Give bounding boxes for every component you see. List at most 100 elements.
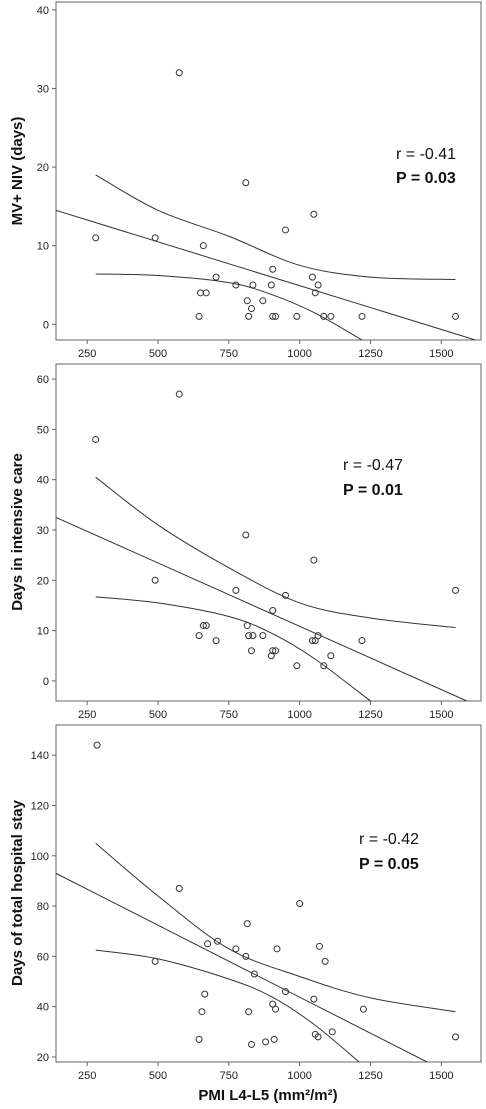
- data-point: [250, 970, 258, 978]
- y-tick-label: 40: [37, 5, 49, 17]
- data-point: [204, 940, 212, 948]
- data-point: [245, 312, 253, 320]
- x-tick-label: 250: [78, 348, 96, 360]
- data-point: [267, 281, 275, 289]
- data-point: [175, 390, 183, 398]
- data-point: [452, 586, 459, 594]
- data-point: [269, 647, 277, 655]
- data-point: [151, 576, 159, 584]
- x-tick-label: 750: [220, 348, 238, 360]
- data-point: [267, 652, 275, 660]
- x-tick-label: 500: [149, 709, 167, 721]
- data-point: [242, 952, 250, 960]
- data-point: [248, 647, 255, 655]
- panel-1: 0 10 20 30 40 250 500 750 1000 1250 1500 MV+ NIV (…: [9, 1, 482, 360]
- data-point: [249, 281, 257, 289]
- y-tick-label: 60: [37, 374, 49, 386]
- x-tick-label: 1500: [429, 709, 453, 721]
- y-axis-label: MV+ NIV (days): [9, 117, 26, 226]
- data-point: [293, 312, 301, 320]
- data-point: [314, 632, 322, 640]
- y-tick-label: 40: [37, 1002, 49, 1014]
- data-point: [358, 312, 366, 320]
- y-axis-label: Days in intensive care: [9, 453, 26, 611]
- p-value: P = 0.05: [359, 856, 419, 873]
- plot-area: [56, 741, 459, 1062]
- plot-frame: [55, 363, 482, 702]
- y-tick-label: 100: [31, 851, 49, 863]
- data-point: [248, 305, 255, 313]
- data-point: [202, 289, 210, 297]
- data-point: [316, 942, 323, 950]
- data-point: [201, 990, 209, 998]
- p-value: P = 0.03: [396, 170, 456, 187]
- y-tick-label: 10: [37, 626, 49, 638]
- data-point: [314, 281, 322, 289]
- y-tick-label: 10: [37, 241, 49, 253]
- y-tick-label: 30: [37, 83, 49, 95]
- data-point: [272, 1005, 280, 1013]
- data-point: [308, 273, 316, 281]
- x-tick-label: 1250: [358, 348, 382, 360]
- p-value: P = 0.01: [343, 482, 403, 499]
- data-point: [248, 1040, 255, 1048]
- plot-frame: [55, 724, 482, 1063]
- y-tick-label: 20: [37, 1052, 49, 1064]
- y-tick-label: 30: [37, 525, 49, 537]
- y-tick-label: 140: [31, 750, 49, 762]
- data-point: [269, 265, 277, 273]
- x-tick-label: 1000: [287, 348, 311, 360]
- data-point: [282, 226, 289, 234]
- x-tick-label: 250: [78, 1070, 96, 1082]
- y-tick-label: 120: [31, 800, 49, 812]
- y-tick-label: 80: [37, 901, 49, 913]
- data-point: [212, 637, 220, 645]
- data-point: [321, 957, 329, 965]
- plot-frame: [55, 1, 482, 341]
- data-point: [296, 900, 304, 908]
- data-point: [195, 1035, 203, 1043]
- data-layer: 0 10 20 30 40 50 60 250 500 750 1000 1250 1500: [37, 374, 468, 721]
- data-point: [259, 632, 267, 640]
- ci-lower-band: [95, 273, 363, 340]
- y-tick-label: 20: [37, 575, 49, 587]
- data-point: [175, 884, 183, 892]
- y-tick-label: 0: [43, 319, 49, 331]
- data-point: [93, 741, 101, 749]
- x-tick-label: 1250: [358, 709, 382, 721]
- data-point: [310, 210, 318, 218]
- y-tick-label: 60: [37, 951, 49, 963]
- y-tick-label: 20: [37, 162, 49, 174]
- y-axis-label: Days of total hospital stay: [9, 799, 26, 986]
- data-point: [452, 312, 459, 320]
- x-tick-label: 1000: [287, 709, 311, 721]
- data-point: [92, 234, 100, 242]
- y-tick-label: 50: [37, 424, 49, 436]
- data-point: [214, 937, 221, 945]
- plot-area: [56, 390, 468, 701]
- x-tick-label: 750: [220, 1070, 238, 1082]
- y-tick-label: 0: [43, 676, 49, 688]
- data-point: [270, 1035, 278, 1043]
- data-point: [195, 312, 203, 320]
- data-point: [269, 606, 277, 614]
- data-point: [320, 662, 328, 670]
- ci-lower-band: [95, 596, 371, 701]
- data-point: [327, 312, 335, 320]
- data-point: [272, 312, 280, 320]
- regression-line: [56, 516, 468, 701]
- data-point: [293, 662, 301, 670]
- data-point: [202, 622, 210, 630]
- data-point: [232, 945, 240, 953]
- panel-3: 20 40 60 80 100 120 140 250 500 750 1000 1250 1500 D…: [9, 724, 482, 1104]
- x-tick-label: 500: [149, 1070, 167, 1082]
- data-point: [272, 647, 280, 655]
- x-axis-label: PMI L4-L5 (mm²/m²): [198, 1087, 337, 1104]
- x-tick-label: 1250: [358, 1070, 382, 1082]
- x-tick-label: 250: [78, 709, 96, 721]
- data-point: [259, 297, 267, 305]
- data-point: [242, 179, 250, 187]
- data-point: [232, 281, 240, 289]
- data-point: [282, 988, 289, 996]
- data-point: [262, 1038, 270, 1046]
